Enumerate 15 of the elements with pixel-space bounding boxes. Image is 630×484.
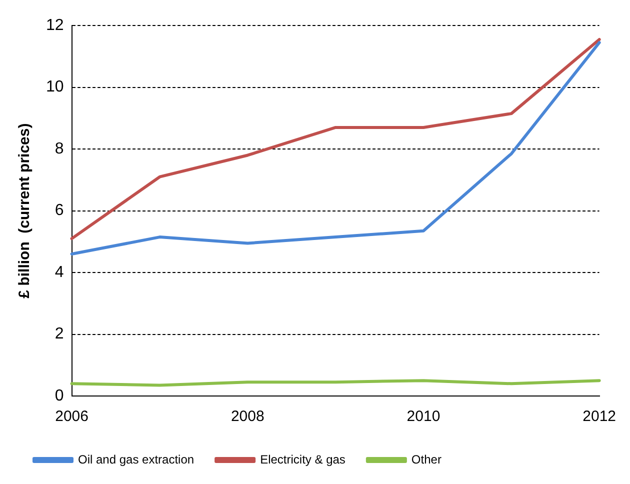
x-tick-label: 2010: [406, 408, 440, 426]
x-tick-label: 2006: [55, 408, 88, 426]
y-tick-label: 8: [54, 140, 64, 158]
legend-label: Oil and gas extraction: [78, 452, 194, 466]
y-tick-label: 10: [46, 78, 64, 96]
x-tick-label: 2008: [230, 408, 264, 426]
y-tick-label: 12: [46, 17, 64, 34]
x-tick-label: 2012: [582, 408, 616, 426]
y-tick-label: 6: [54, 202, 64, 220]
y-tick-label: 0: [54, 387, 64, 404]
legend-label: Electricity & gas: [260, 452, 346, 466]
legend-label: Other: [411, 452, 442, 466]
y-tick-label: 4: [54, 264, 64, 281]
y-axis-title: £ billion (current prices): [16, 123, 34, 298]
y-tick-label: 2: [54, 326, 64, 343]
